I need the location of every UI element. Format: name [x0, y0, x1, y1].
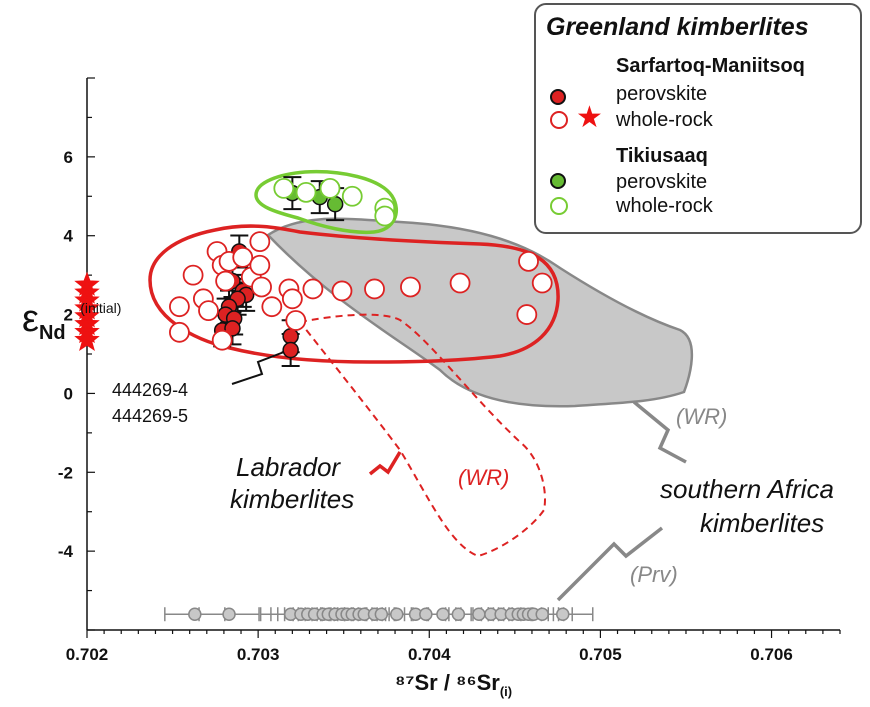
x-tick-label: 0.705: [579, 645, 622, 664]
star-icon: ★: [576, 101, 603, 134]
labrador-wr-label: (WR): [458, 465, 510, 490]
sample-callout: [231, 351, 285, 385]
labrador-wr-field: [298, 313, 546, 558]
sample-label-1: 444269-4: [112, 380, 189, 400]
wholerock-point: [319, 177, 341, 199]
africa-prv-point: [472, 607, 486, 621]
wholerock-point: [198, 300, 219, 322]
wholerock-point: [249, 254, 271, 276]
africa-label-1: southern Africa: [660, 474, 834, 504]
wholerock-point: [281, 288, 303, 310]
africa-prv-point: [390, 607, 404, 621]
ylabel-symbol: ε: [22, 298, 39, 340]
legend-entry-sarfartoq-perovskite: perovskite: [616, 83, 708, 105]
legend-entry-sarfartoq-wholerock: whole-rock: [616, 109, 713, 131]
wholerock-point: [251, 276, 272, 298]
x-tick-label: 0.706: [750, 645, 793, 664]
y-tick-label: 6: [64, 148, 73, 167]
africa-prv-label: (Prv): [630, 562, 678, 587]
x-tick-label: 0.702: [66, 645, 109, 664]
wholerock-point: [261, 296, 283, 318]
africa-prv-point: [419, 607, 433, 621]
africa-prv-point: [222, 607, 236, 621]
labrador-callout: [368, 451, 402, 476]
wholerock-point: [516, 304, 538, 325]
legend-title: Greenland kimberlites: [546, 13, 809, 41]
africa-wr-field: [266, 217, 694, 408]
africa-prv-point: [535, 607, 549, 621]
legend-marker-tikiusaaq-perovskite: [550, 173, 566, 189]
wholerock-point: [400, 276, 421, 298]
y-tick-label: -4: [58, 542, 74, 561]
africa-prv-point: [188, 607, 202, 621]
wholerock-point: [273, 177, 295, 199]
legend-marker-sarfartoq-perovskite: [550, 89, 566, 105]
africa-prv-point: [451, 607, 466, 621]
legend: Greenland kimberlites Sarfartoq-Maniitso…: [534, 3, 862, 234]
africa-label-2: kimberlites: [700, 508, 825, 538]
legend-entry-tikiusaaq-wholerock: whole-rock: [616, 195, 713, 217]
perovskite-point: [282, 341, 299, 359]
ylabel-superscript: (initial): [80, 300, 122, 316]
ylabel-subscript: Nd: [38, 322, 66, 344]
y-axis-label: εNd (initial): [22, 298, 121, 345]
xlabel-subscript: (i): [499, 684, 513, 699]
africa-prv-point: [436, 607, 450, 621]
sample-label-2: 444269-5: [112, 406, 189, 426]
wholerock-point: [374, 205, 396, 227]
wholerock-point: [249, 231, 271, 253]
wholerock-point: [215, 270, 237, 292]
star-point: [74, 326, 100, 352]
wholerock-point: [518, 250, 539, 272]
wholerock-point: [169, 321, 190, 343]
legend-marker-tikiusaaq-wholerock: [550, 197, 568, 215]
wholerock-point: [449, 272, 471, 294]
wholerock-point: [182, 264, 204, 286]
x-tick-label: 0.704: [408, 645, 451, 664]
legend-group-sarfartoq: Sarfartoq-Maniitsoq: [616, 55, 805, 77]
wholerock-point: [302, 278, 324, 300]
legend-entry-tikiusaaq-perovskite: perovskite: [616, 171, 708, 193]
x-tick-label: 0.703: [237, 645, 280, 664]
y-tick-label: 0: [64, 384, 73, 403]
wholerock-point: [331, 280, 353, 302]
africa-wr-callout: [632, 400, 687, 464]
y-tick-label: -2: [58, 463, 73, 482]
wholerock-point: [531, 272, 553, 294]
wholerock-point: [364, 278, 385, 300]
wholerock-point: [285, 310, 307, 331]
labrador-label-1: Labrador: [236, 452, 341, 482]
wholerock-point: [232, 246, 254, 268]
wholerock-point: [169, 296, 190, 318]
legend-marker-sarfartoq-wholerock: [550, 111, 568, 129]
africa-wr-label: (WR): [676, 404, 728, 429]
labrador-label-2: kimberlites: [230, 484, 355, 514]
y-tick-label: 4: [64, 227, 74, 246]
sarfartoq-field: [148, 224, 560, 364]
wholerock-point: [341, 185, 363, 207]
wholerock-point: [211, 329, 233, 351]
perovskite-point: [282, 328, 299, 345]
africa-prv-callout: [556, 526, 664, 602]
wholerock-point: [295, 181, 317, 203]
africa-prv-point: [374, 607, 389, 621]
y-tick-label: 2: [64, 306, 73, 325]
africa-prv-point: [556, 607, 570, 621]
legend-group-tikiusaaq: Tikiusaaq: [616, 145, 708, 167]
x-axis-label: ⁸⁷Sr / ⁸⁶Sr(i): [395, 670, 512, 699]
xlabel-text: ⁸⁷Sr / ⁸⁶Sr: [395, 670, 500, 695]
perovskite-point: [326, 195, 344, 213]
